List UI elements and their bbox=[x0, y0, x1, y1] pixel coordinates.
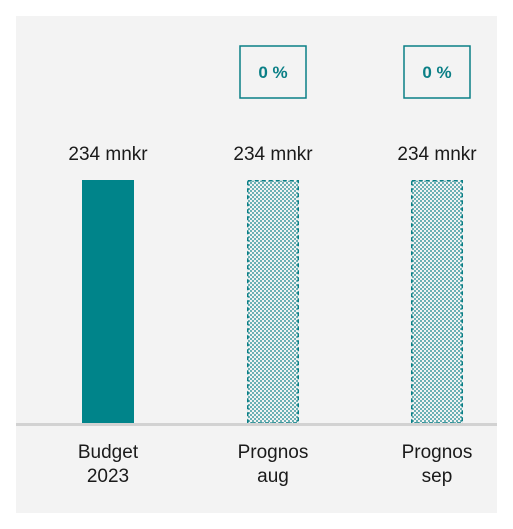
bar-2 bbox=[411, 180, 463, 424]
bar-chart: 234 mnkr Budget 2023 234 mnkr 0 % Prognos aug 2… bbox=[16, 45, 497, 487]
value-label-0: 234 mnkr bbox=[68, 144, 148, 165]
value-label-1: 234 mnkr bbox=[233, 144, 313, 165]
category-label-1: Prognos aug bbox=[238, 442, 309, 487]
category-label-2: Prognos sep bbox=[402, 442, 473, 487]
chart-panel: 234 mnkr Budget 2023 234 mnkr 0 % Prognos aug 2… bbox=[16, 16, 497, 513]
bar-1 bbox=[247, 180, 299, 424]
value-label-2: 234 mnkr bbox=[397, 144, 477, 165]
change-box-1 bbox=[239, 45, 307, 99]
category-label-0: Budget 2023 bbox=[78, 442, 139, 487]
bar-0 bbox=[82, 180, 134, 423]
change-label-2: 0 % bbox=[422, 63, 451, 82]
change-box-2 bbox=[403, 45, 471, 99]
change-label-1: 0 % bbox=[258, 63, 287, 82]
